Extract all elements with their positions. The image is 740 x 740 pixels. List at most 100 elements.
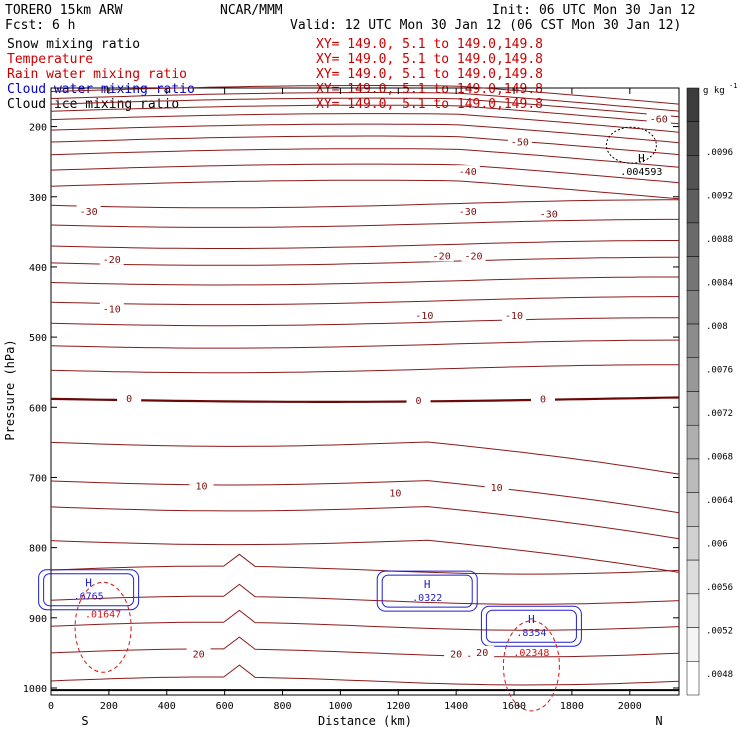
isotherm-line xyxy=(50,163,680,184)
isotherm-label-bg xyxy=(412,309,437,322)
init-time: Init: 06 UTC Mon 30 Jan 12 xyxy=(492,3,696,18)
isotherm-label: -20 xyxy=(464,251,482,262)
isotherm-label-bg xyxy=(507,135,532,148)
isotherm-label: 0 xyxy=(416,396,422,407)
isotherm-line xyxy=(50,97,680,118)
isotherm-line xyxy=(50,218,679,228)
isotherm-line xyxy=(50,113,680,133)
cloud-water-contour xyxy=(376,570,478,612)
isotherm-label-bg xyxy=(530,392,555,405)
colorbar-label: .0096 xyxy=(706,148,733,158)
isotherm-label-bg xyxy=(484,480,509,493)
isotherm-label: -50 xyxy=(511,138,529,149)
y-tick-label: 700 xyxy=(29,473,47,484)
isotherm-label: 0 xyxy=(126,394,132,405)
colorbar-label: .008 xyxy=(706,322,728,332)
isotherm-line xyxy=(50,396,680,403)
contour-labels: -60 -50 -40 -30 -30 -30 -20 -20 -20 -10 -10 -10 0 0 0 1… xyxy=(74,112,671,660)
isotherm-label: -10 xyxy=(505,311,523,322)
colorbar-segment xyxy=(686,155,700,190)
legend: Snow mixing ratio XY= 149.0, 5.1 to 149.0… xyxy=(7,37,543,112)
y-tick-label: 200 xyxy=(29,123,47,134)
colorbar-label: .0084 xyxy=(706,279,733,289)
isotherm-line xyxy=(50,364,679,374)
x-tick-label: 0 xyxy=(48,701,54,712)
x-tick-label: 1200 xyxy=(386,701,410,712)
colorbar-label: .0048 xyxy=(706,670,733,680)
isotherm-label-bg xyxy=(455,205,480,218)
isotherm-label: 20 xyxy=(476,648,488,659)
colorbar-segment xyxy=(686,458,700,493)
x-tick-label: 1800 xyxy=(560,701,584,712)
colorbar-segment xyxy=(686,323,700,359)
isotherm-label-bg xyxy=(646,112,671,125)
isotherm-label-bg xyxy=(455,165,480,178)
colorbar-unit-exponent: -1 xyxy=(729,82,737,90)
legend-item-name: Temperature xyxy=(7,52,93,67)
y-tick-label: 800 xyxy=(29,544,47,555)
isotherm-line xyxy=(50,276,679,286)
x-tick-label: 400 xyxy=(158,701,176,712)
isotherm-label-bg xyxy=(99,252,124,265)
isotherm-line xyxy=(50,553,680,575)
isotherm-label: -20 xyxy=(433,251,451,262)
isotherm-label-bg xyxy=(383,486,408,499)
legend-item-name: Rain water mixing ratio xyxy=(7,67,187,82)
isotherm-label: -40 xyxy=(459,167,477,178)
isotherm-label-bg xyxy=(99,302,124,315)
cloud-water-max-value: .0322 xyxy=(412,593,442,604)
x-tick-label: 200 xyxy=(100,701,118,712)
isotherm-label-bg xyxy=(444,647,469,660)
colorbar-segment xyxy=(686,256,700,291)
isotherm-contours xyxy=(50,85,680,692)
cloud-contours xyxy=(38,126,657,712)
legend-item-xy: XY= 149.0, 5.1 to 149.0,149.8 xyxy=(316,67,543,82)
colorbar-segment xyxy=(686,188,700,224)
axes: 0 200 400 600 800 1000 1200 1400 1600 1800 2000200… xyxy=(23,88,679,712)
isotherm-line xyxy=(50,179,680,200)
colorbar-label: .0068 xyxy=(706,453,733,463)
isotherm-line xyxy=(50,480,680,514)
legend-item-name: Snow mixing ratio xyxy=(7,37,140,52)
isotherm-label-bg xyxy=(117,391,142,404)
legend-item-xy: XY= 149.0, 5.1 to 149.0,149.8 xyxy=(316,52,543,67)
valid-time: Valid: 12 UTC Mon 30 Jan 12 (06 CST Mon … xyxy=(290,18,681,33)
colorbar: .0096 .0092 .0088 .0084 .008 .0076 .0072 .0068.… xyxy=(686,87,733,696)
cloud-water-max-label: H xyxy=(528,613,535,626)
center-name: NCAR/MMM xyxy=(220,3,283,18)
isotherm-label: -10 xyxy=(415,311,433,322)
colorbar-label: .0064 xyxy=(706,496,733,506)
isotherm-label-bg xyxy=(189,479,214,492)
isotherm-label: 20 xyxy=(193,649,205,660)
isotherm-label-bg xyxy=(536,207,561,220)
y-tick-label: 1000 xyxy=(23,684,47,695)
isotherm-line xyxy=(50,317,679,327)
cloud-water-max-value: .8354 xyxy=(516,628,546,639)
cloud-ice-contour xyxy=(605,126,657,164)
isotherm-label-bg xyxy=(76,205,101,218)
y-axis-label: Pressure (hPa) xyxy=(3,339,17,440)
isotherm-label: -20 xyxy=(103,255,121,266)
colorbar-label: .0076 xyxy=(706,366,733,376)
isotherm-line xyxy=(50,609,680,631)
isotherm-line xyxy=(50,135,680,156)
colorbar-segment xyxy=(686,290,700,325)
rain-max-value: .02348 xyxy=(513,648,549,659)
isotherm-line xyxy=(50,92,680,112)
x-tick-label: 1000 xyxy=(328,701,352,712)
colorbar-segment xyxy=(686,222,700,257)
rain-contour xyxy=(74,581,132,673)
colorbar-segment xyxy=(686,357,700,392)
isotherm-label: 10 xyxy=(389,489,401,500)
x-end-label-north: N xyxy=(655,714,662,728)
cloud-water-max-label: H xyxy=(85,577,92,590)
isotherm-label: -30 xyxy=(540,209,558,220)
forecast-hour: Fcst: 6 h xyxy=(5,18,75,33)
cloud-ice-max-label: H xyxy=(638,152,645,165)
plot-frame xyxy=(50,87,680,696)
isotherm-label-bg xyxy=(429,249,454,262)
isotherm-line xyxy=(50,148,680,168)
isotherm-line xyxy=(50,664,680,686)
colorbar-segment xyxy=(686,661,700,696)
